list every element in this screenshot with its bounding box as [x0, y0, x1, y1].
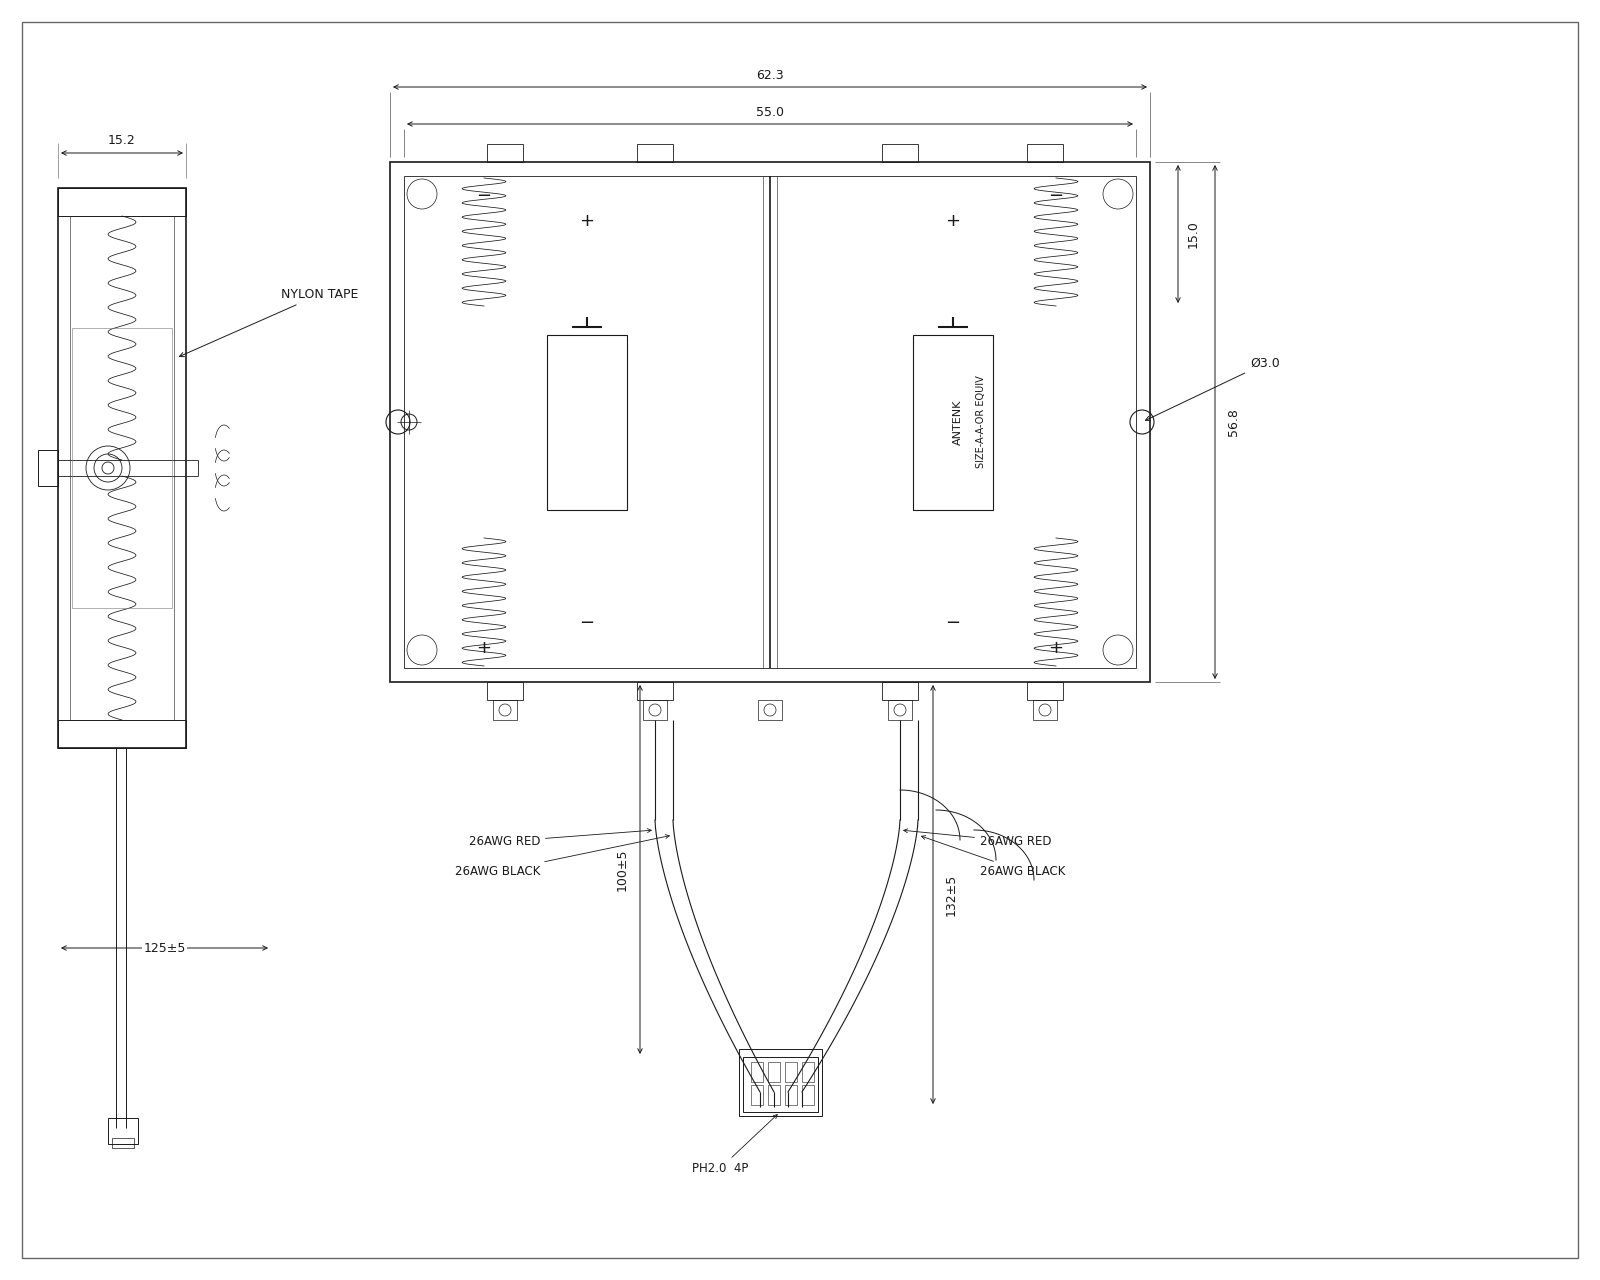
- Text: Ø3.0: Ø3.0: [1146, 357, 1280, 420]
- Text: 62.3: 62.3: [757, 69, 784, 82]
- Text: −: −: [946, 614, 960, 632]
- Text: 55.0: 55.0: [757, 105, 784, 119]
- Text: −: −: [1048, 187, 1064, 205]
- Text: +: +: [579, 212, 595, 230]
- Text: +: +: [1048, 639, 1064, 657]
- Bar: [109, 1117, 138, 1144]
- Text: +: +: [946, 212, 960, 230]
- Bar: [547, 335, 627, 509]
- Text: 26AWG RED: 26AWG RED: [904, 829, 1051, 849]
- Text: 26AWG RED: 26AWG RED: [469, 828, 651, 849]
- Bar: [802, 1062, 814, 1082]
- Bar: [58, 719, 186, 748]
- Text: ANTENK: ANTENK: [954, 399, 963, 444]
- Bar: [405, 177, 1136, 668]
- Text: 26AWG BLACK: 26AWG BLACK: [922, 836, 1066, 878]
- Text: 15.2: 15.2: [109, 133, 136, 146]
- Bar: [72, 328, 173, 608]
- Bar: [742, 1057, 818, 1112]
- Text: −: −: [579, 614, 595, 632]
- Text: SIZE-A-A-OR EQUIV: SIZE-A-A-OR EQUIV: [976, 375, 986, 468]
- Bar: [786, 1062, 797, 1082]
- Bar: [786, 1085, 797, 1105]
- Text: NYLON TAPE: NYLON TAPE: [179, 288, 358, 357]
- Bar: [882, 145, 918, 163]
- Text: PH2.0  4P: PH2.0 4P: [691, 1115, 778, 1175]
- Bar: [914, 335, 994, 509]
- Bar: [486, 145, 523, 163]
- Bar: [493, 700, 517, 719]
- Text: 125±5: 125±5: [144, 942, 186, 955]
- Bar: [750, 1062, 763, 1082]
- Bar: [768, 1062, 781, 1082]
- Bar: [58, 188, 186, 748]
- Bar: [739, 1050, 822, 1116]
- Text: 15.0: 15.0: [1187, 220, 1200, 248]
- Bar: [58, 188, 186, 216]
- Text: −: −: [477, 187, 491, 205]
- Text: 132±5: 132±5: [944, 873, 957, 915]
- Bar: [768, 1085, 781, 1105]
- Text: 56.8: 56.8: [1227, 408, 1240, 436]
- Bar: [637, 682, 674, 700]
- Bar: [643, 700, 667, 719]
- Bar: [1027, 145, 1062, 163]
- Bar: [888, 700, 912, 719]
- Bar: [112, 1138, 134, 1148]
- Text: 26AWG BLACK: 26AWG BLACK: [454, 835, 669, 878]
- Text: 100±5: 100±5: [616, 849, 629, 891]
- Text: +: +: [477, 639, 491, 657]
- Bar: [802, 1085, 814, 1105]
- Bar: [38, 451, 58, 486]
- Bar: [637, 145, 674, 163]
- Bar: [1034, 700, 1058, 719]
- Bar: [1027, 682, 1062, 700]
- Bar: [486, 682, 523, 700]
- Bar: [750, 1085, 763, 1105]
- Bar: [882, 682, 918, 700]
- Bar: [758, 700, 782, 719]
- Bar: [390, 163, 1150, 682]
